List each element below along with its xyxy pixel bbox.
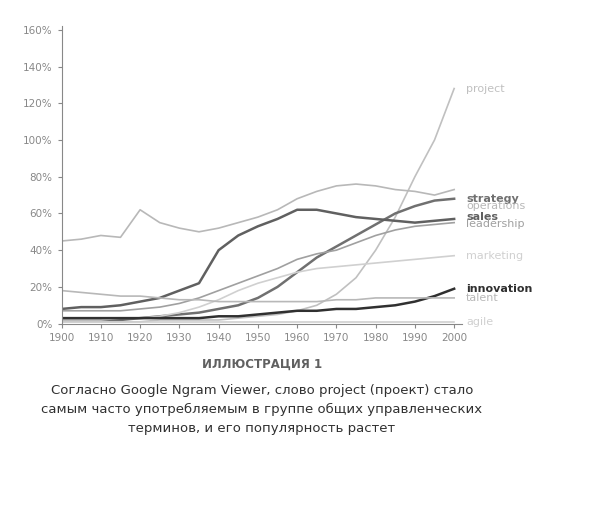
Text: talent: talent <box>466 293 499 303</box>
Text: strategy: strategy <box>466 194 519 204</box>
Text: marketing: marketing <box>466 251 523 260</box>
Text: leadership: leadership <box>466 219 524 230</box>
Text: agile: agile <box>466 317 493 327</box>
Text: sales: sales <box>466 212 498 222</box>
Text: innovation: innovation <box>466 284 532 294</box>
Text: project: project <box>466 84 505 93</box>
Text: operations: operations <box>466 201 525 211</box>
Text: ИЛЛЮСТРАЦИЯ 1: ИЛЛЮСТРАЦИЯ 1 <box>201 358 322 371</box>
Text: Согласно Google Ngram Viewer, слово project (проект) стало
самым часто употребля: Согласно Google Ngram Viewer, слово proj… <box>41 384 482 435</box>
